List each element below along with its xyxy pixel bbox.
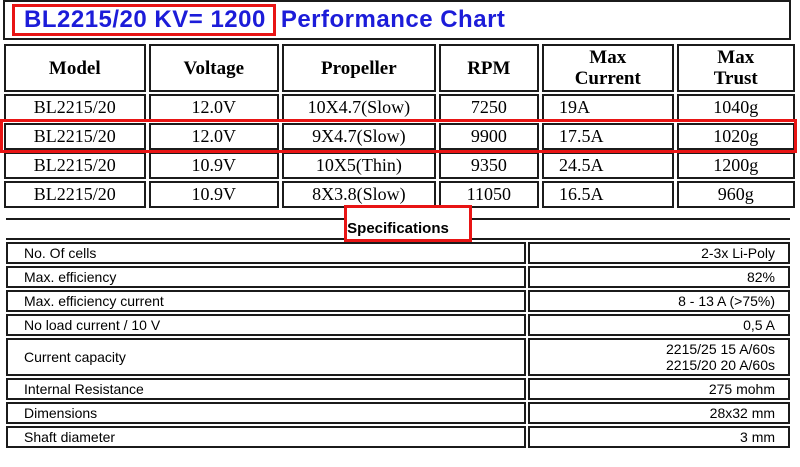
spec-row: Shaft diameter 3 mm [6,426,791,448]
table-header-row: Model Voltage Propeller RPM Max Current … [4,44,795,92]
title-band: BL2215/20 KV= 1200 Performance Chart [3,0,791,40]
spec-value: 82% [528,266,791,288]
cell-max-current: 19A [542,94,674,121]
cell-model: BL2215/20 [4,181,146,208]
cell-max-trust: 1200g [676,152,795,179]
spec-label: Max. efficiency [6,266,526,288]
cell-propeller: 10X4.7(Slow) [282,94,436,121]
cell-max-trust: 1040g [676,94,795,121]
table-row: BL2215/20 10.9V 10X5(Thin) 9350 24.5A 12… [4,152,795,179]
column-header-propeller: Propeller [282,44,436,92]
performance-table: Model Voltage Propeller RPM Max Current … [1,42,798,210]
spec-row: Internal Resistance 275 mohm [6,378,791,400]
cell-max-trust: 960g [676,181,795,208]
spec-value: 8 - 13 A (>75%) [528,290,791,312]
spec-value: 0,5 A [528,314,791,336]
highlight-box-title: BL2215/20 KV= 1200 [12,4,276,36]
spec-label: Shaft diameter [6,426,526,448]
cell-max-current: 16.5A [542,181,674,208]
cell-voltage: 10.9V [148,152,280,179]
cell-model: BL2215/20 [4,94,146,121]
cell-max-trust: 1020g [676,123,795,150]
spec-row: Max. efficiency current 8 - 13 A (>75%) [6,290,791,312]
cell-rpm: 7250 [438,94,540,121]
cell-voltage: 12.0V [148,123,280,150]
cell-model: BL2215/20 [4,152,146,179]
cell-model: BL2215/20 [4,123,146,150]
spec-value: 3 mm [528,426,791,448]
cell-max-current: 24.5A [542,152,674,179]
spec-row: Current capacity 2215/25 15 A/60s 2215/2… [6,338,791,376]
cell-max-current: 17.5A [542,123,674,150]
cell-propeller: 10X5(Thin) [282,152,436,179]
spec-label: Max. efficiency current [6,290,526,312]
spec-label: No load current / 10 V [6,314,526,336]
spec-value: 2215/25 15 A/60s 2215/20 20 A/60s [528,338,791,376]
spec-label: Internal Resistance [6,378,526,400]
column-header-max-trust: Max Trust [676,44,795,92]
spec-label: Current capacity [6,338,526,376]
spec-value: 2-3x Li-Poly [528,242,791,264]
page-title: Performance Chart [280,6,506,33]
table-row-highlighted: BL2215/20 12.0V 9X4.7(Slow) 9900 17.5A 1… [4,123,795,150]
spec-row: Max. efficiency 82% [6,266,791,288]
cell-rpm: 9350 [438,152,540,179]
cell-voltage: 10.9V [148,181,280,208]
spec-label: Dimensions [6,402,526,424]
cell-voltage: 12.0V [148,94,280,121]
cell-rpm: 11050 [438,181,540,208]
cell-propeller: 8X3.8(Slow) [282,181,436,208]
cell-rpm: 9900 [438,123,540,150]
column-header-max-current: Max Current [542,44,674,92]
spec-value: 275 mohm [528,378,791,400]
column-header-voltage: Voltage [148,44,280,92]
column-header-model: Model [4,44,146,92]
spec-row: No. Of cells 2-3x Li-Poly [6,242,791,264]
specifications-title-row: Specifications [6,218,791,240]
table-row: BL2215/20 12.0V 10X4.7(Slow) 7250 19A 10… [4,94,795,121]
spec-value: 28x32 mm [528,402,791,424]
cell-propeller: 9X4.7(Slow) [282,123,436,150]
spec-label: No. Of cells [6,242,526,264]
column-header-rpm: RPM [438,44,540,92]
model-kv-title: BL2215/20 KV= 1200 [24,6,266,33]
highlight-box-specifications [344,205,472,242]
spec-row: Dimensions 28x32 mm [6,402,791,424]
specifications-title: Specifications [6,218,791,240]
specifications-table: Specifications No. Of cells 2-3x Li-Poly… [4,205,792,450]
table-row: BL2215/20 10.9V 8X3.8(Slow) 11050 16.5A … [4,181,795,208]
spec-row: No load current / 10 V 0,5 A [6,314,791,336]
